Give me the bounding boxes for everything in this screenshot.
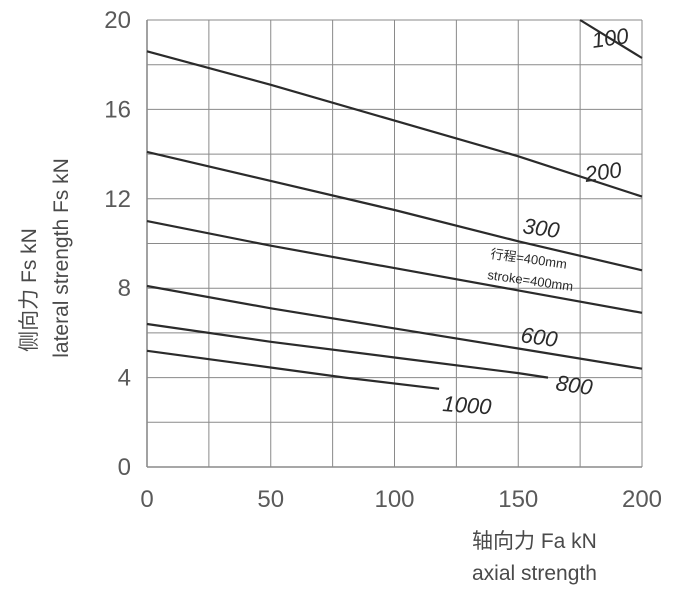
x-tick-label: 50 — [257, 486, 284, 513]
curve-label-200: 200 — [582, 157, 624, 187]
curve-label-100: 100 — [590, 23, 631, 53]
y-tick-label: 4 — [118, 365, 131, 392]
stroke-note-en: stroke=400mm — [487, 267, 575, 294]
curve-800 — [146, 322, 549, 379]
x-axis-label: 轴向力 Fa kN — [472, 530, 597, 553]
y-tick-label: 0 — [118, 454, 131, 481]
x-tick-label: 150 — [498, 486, 538, 513]
y-tick-label: 16 — [104, 96, 131, 123]
y-tick-label: 12 — [104, 186, 131, 213]
curve-400 — [146, 220, 643, 314]
curve-300 — [146, 150, 643, 272]
x-tick-label: 100 — [374, 486, 414, 513]
curve-label-600: 600 — [519, 322, 560, 352]
x-tick-label: 0 — [140, 486, 153, 513]
curve-200 — [146, 50, 643, 198]
curve-1000 — [146, 349, 440, 390]
curve-label-800: 800 — [554, 370, 595, 400]
y-tick-label: 8 — [118, 275, 131, 302]
x-axis-label-en: axial strength — [472, 562, 597, 585]
curve-100 — [579, 19, 643, 59]
curve-label-300: 300 — [521, 213, 562, 243]
ticks: 0 50 100 150 200 0 4 8 12 16 20 — [104, 7, 662, 513]
curves — [146, 19, 643, 390]
x-tick-label: 200 — [622, 486, 662, 513]
curve-label-1000: 1000 — [442, 391, 493, 419]
curve-600 — [146, 284, 643, 370]
y-axis-label-en: lateral strength Fs kN — [50, 158, 73, 358]
y-axis-label: 侧向力 Fs kN — [18, 228, 41, 352]
grid — [146, 19, 643, 468]
y-tick-label: 20 — [104, 7, 131, 34]
